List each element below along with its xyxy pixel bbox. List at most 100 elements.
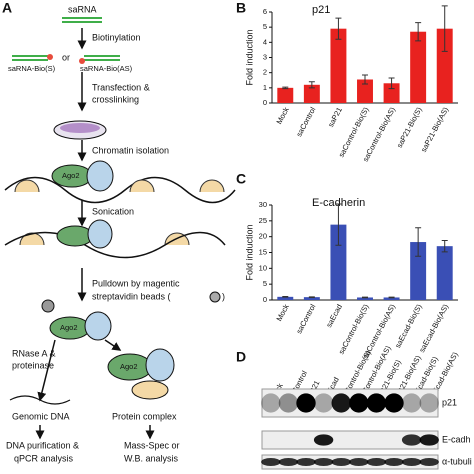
error-bar — [308, 81, 315, 89]
blot-band — [419, 393, 439, 413]
x-tick-label: saEcad — [324, 303, 344, 329]
blot-band — [401, 458, 422, 466]
y-tick-label: 1 — [263, 83, 267, 92]
blot-band — [261, 458, 281, 466]
step-label: saRNA-Bio(AS) — [80, 64, 133, 73]
blot-band — [419, 458, 439, 466]
error-bar — [388, 296, 395, 299]
y-tick-label: 6 — [263, 7, 267, 16]
step-label: RNase A & — [12, 348, 56, 358]
error-bar — [441, 5, 448, 52]
x-tick-label: saEcad-Bio(S) — [393, 302, 424, 349]
blot-band — [384, 458, 404, 466]
x-tick-label: saControl — [294, 302, 317, 335]
error-bar — [335, 203, 342, 246]
y-tick-label: 2 — [263, 68, 267, 77]
y-axis-label: Fold induction — [244, 224, 254, 280]
diagram-shapes — [4, 17, 236, 440]
blot-band — [261, 434, 280, 445]
blot-band — [331, 393, 351, 413]
row-label: p21 — [442, 397, 457, 407]
x-tick-label: Mock — [274, 302, 290, 322]
diagram-labels: saRNA Biotinylation saRNA-Bio(S) or saRN… — [6, 4, 225, 463]
step-label: Transfection & — [92, 82, 150, 92]
blot-band — [366, 393, 387, 413]
x-tick-label: saP21-Bio(S) — [395, 105, 424, 149]
error-bar — [441, 239, 448, 253]
y-tick-label: 15 — [259, 247, 267, 256]
blot-band — [313, 458, 334, 466]
error-bar — [308, 296, 315, 298]
step-label: Ago2 — [60, 323, 78, 332]
x-tick-label: saP21 — [326, 106, 344, 129]
bar — [410, 242, 427, 300]
blot-band — [261, 393, 281, 413]
x-tick-label: Mock — [274, 105, 290, 125]
y-tick-label: 4 — [263, 37, 267, 46]
bar — [357, 297, 373, 300]
panel-label: C — [236, 171, 246, 187]
chart-title: E-cadherin — [312, 197, 365, 209]
step-label: Biotinylation — [92, 32, 141, 42]
blot-band — [367, 434, 386, 445]
y-tick-label: 5 — [263, 279, 267, 288]
bar — [383, 83, 400, 103]
blot-band — [349, 393, 369, 413]
blot-band — [384, 393, 404, 413]
blot-band — [296, 393, 316, 413]
blot-band — [349, 458, 369, 466]
y-tick-label: 3 — [263, 52, 267, 61]
step-label: Mass-Spec or — [124, 440, 180, 450]
blot-band — [279, 434, 298, 445]
blot-band — [349, 434, 368, 445]
bar — [277, 296, 294, 300]
bar — [303, 297, 320, 300]
blot-band — [296, 458, 316, 466]
error-bar — [362, 296, 368, 299]
step-label: streptavidin beads ( — [92, 291, 171, 301]
error-bar — [335, 17, 342, 40]
bar — [410, 31, 427, 103]
blot-band — [401, 434, 422, 446]
step-label: Protein complex — [112, 411, 177, 421]
step-label: proteinase — [12, 360, 54, 370]
row-label: E-cadh — [442, 434, 471, 444]
step-label: ) — [222, 291, 225, 301]
chart-title: p21 — [312, 4, 330, 16]
step-label: saRNA — [68, 4, 97, 14]
blot-band — [419, 434, 439, 446]
y-tick-label: 0 — [263, 295, 267, 304]
x-tick-label: saEcad-Bio(AS) — [417, 302, 450, 354]
step-label: saRNA-Bio(S) — [8, 64, 56, 73]
error-bar — [415, 227, 422, 257]
bar — [330, 224, 347, 300]
step-label: Ago2 — [62, 171, 80, 180]
step-label: Chromatin isolation — [92, 145, 169, 155]
error-bar — [388, 77, 395, 90]
bar — [303, 84, 320, 103]
blot-band — [332, 434, 351, 445]
blot-band — [278, 393, 299, 413]
step-label: or — [62, 52, 70, 62]
y-tick-label: 5 — [263, 22, 267, 31]
step-label: Ago2 — [120, 362, 138, 371]
step-label: qPCR analysis — [14, 453, 74, 463]
step-label: W.B. analysis — [124, 453, 179, 463]
panel-label: A — [2, 0, 12, 16]
bar — [277, 87, 294, 103]
y-tick-label: 0 — [263, 98, 267, 107]
error-bar — [282, 86, 289, 90]
bar — [436, 246, 453, 300]
step-label: DNA purification & — [6, 440, 79, 450]
bar — [436, 28, 453, 103]
blot-band — [278, 458, 299, 466]
blot-band — [401, 393, 422, 413]
step-label: Sonication — [92, 206, 134, 216]
x-tick-label: saControl — [294, 105, 317, 138]
blot-band — [331, 458, 351, 466]
blot-band — [296, 434, 315, 445]
bar — [357, 79, 373, 103]
step-label: crosslinking — [92, 94, 139, 104]
